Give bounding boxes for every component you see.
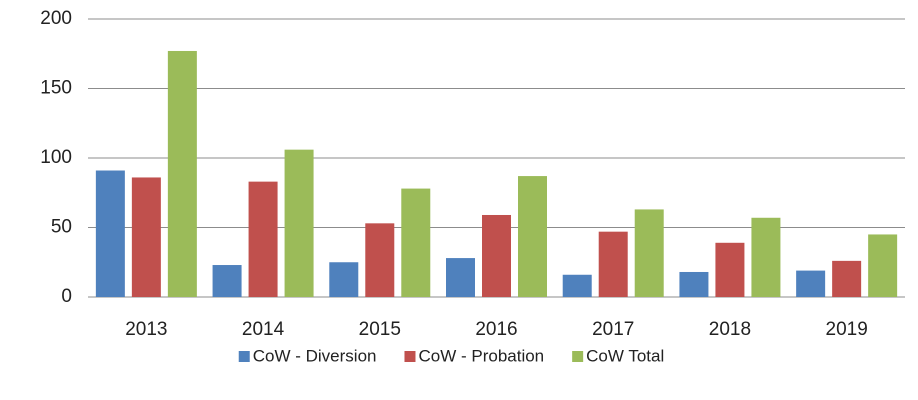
bar: [832, 260, 862, 297]
bar: [131, 177, 161, 297]
x-tick-label: 2018: [709, 319, 751, 340]
legend-label: CoW - Diversion: [253, 346, 377, 365]
legend-swatch: [572, 351, 584, 362]
x-tick-label: 2019: [826, 319, 868, 340]
bar: [329, 262, 359, 297]
y-tick-label: 0: [61, 286, 72, 307]
x-tick-label: 2014: [242, 319, 285, 340]
legend: CoW - Diversion CoW - Probation CoW Total: [238, 346, 664, 365]
y-tick-label: 50: [51, 217, 72, 238]
bar: [751, 217, 781, 297]
bar: [365, 223, 395, 297]
bar: [401, 188, 431, 297]
y-tick-label: 150: [40, 78, 72, 99]
legend-label: CoW - Probation: [418, 346, 544, 365]
x-tick-label: 2017: [592, 319, 634, 340]
bar: [284, 149, 314, 297]
bar: [796, 270, 826, 297]
legend-swatch: [404, 351, 416, 362]
bar: [167, 50, 197, 297]
x-tick-label: 2013: [125, 319, 167, 340]
x-tick-label: 2016: [475, 319, 517, 340]
bar: [212, 265, 242, 297]
bar: [248, 181, 278, 297]
legend-label: CoW Total: [586, 346, 664, 365]
bar: [598, 231, 628, 297]
bar: [482, 214, 511, 297]
bar: [95, 170, 125, 297]
bar: [518, 176, 547, 297]
y-tick-label: 100: [40, 147, 72, 168]
bar: [715, 242, 745, 297]
x-tick-label: 2015: [359, 319, 401, 340]
bar: [868, 234, 898, 297]
bar: [679, 271, 709, 297]
legend-swatch: [238, 351, 250, 362]
bar: [562, 274, 592, 297]
bar: [634, 209, 664, 297]
y-tick-label: 200: [40, 8, 72, 29]
bar: [446, 258, 475, 297]
